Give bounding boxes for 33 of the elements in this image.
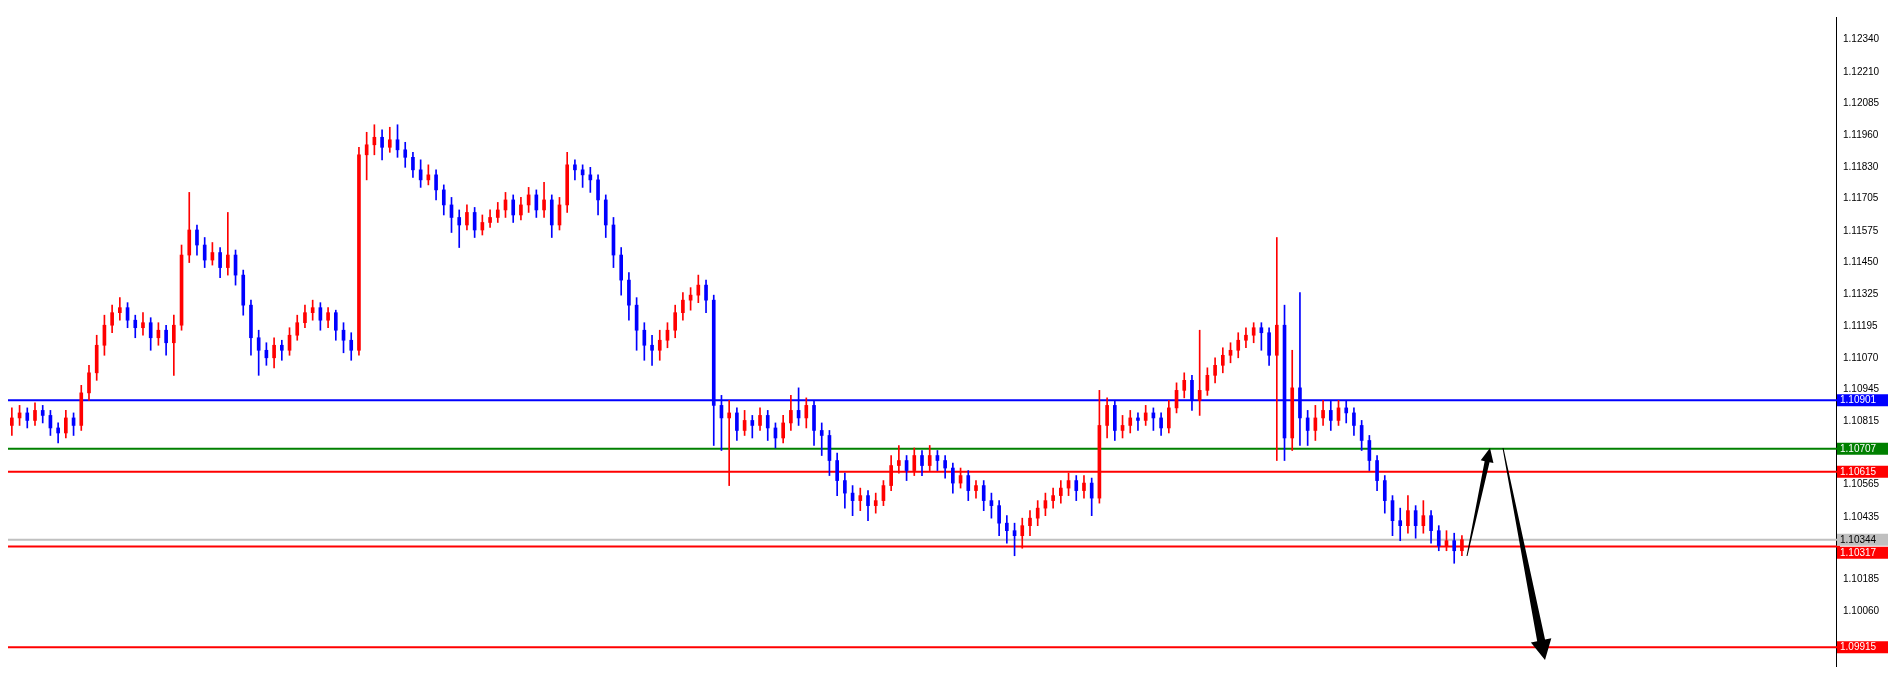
y-tick-label: 1.11325 [1843, 287, 1879, 299]
candlestick [141, 312, 145, 336]
candlestick [457, 209, 462, 248]
ref-line-label: 1.09915 [1840, 641, 1877, 653]
ref-line-label: 1.10615 [1840, 466, 1877, 478]
ref-line-label: 1.10344 [1840, 533, 1877, 545]
ref-line-label: 1.10901 [1840, 394, 1877, 406]
candlestick [118, 297, 122, 321]
y-tick-label: 1.11195 [1843, 320, 1879, 332]
y-tick-label: 1.10815 [1843, 415, 1880, 427]
y-tick-label: 1.11575 [1843, 225, 1879, 236]
y-tick-label: 1.12340 [1843, 33, 1880, 45]
y-tick-label: 1.11705 [1843, 192, 1879, 204]
candlestick [225, 212, 230, 276]
y-tick-label: 1.10945 [1843, 382, 1880, 394]
ref-line-label: 1.10317 [1840, 546, 1877, 558]
y-tick-label: 1.12210 [1843, 65, 1880, 77]
candlestick [1398, 507, 1403, 542]
candlestick [1136, 412, 1140, 431]
candlestick [819, 422, 824, 456]
y-tick-label: 1.10185 [1843, 573, 1880, 585]
y-tick-label: 1.10060 [1843, 604, 1880, 616]
y-tick-label: 1.11960 [1843, 128, 1879, 140]
candlestick [650, 334, 654, 366]
y-tick-label: 1.11830 [1843, 161, 1879, 173]
candlestick [1274, 237, 1279, 461]
candlestick [1197, 329, 1202, 416]
y-tick-label: 1.10565 [1843, 478, 1880, 490]
y-tick-label: 1.11450 [1843, 256, 1879, 268]
y-tick-label: 1.10435 [1843, 510, 1880, 522]
ref-line-label: 1.10707 [1840, 443, 1877, 454]
y-tick-label: 1.12085 [1843, 97, 1880, 109]
y-tick-label: 1.11070 [1843, 351, 1879, 363]
